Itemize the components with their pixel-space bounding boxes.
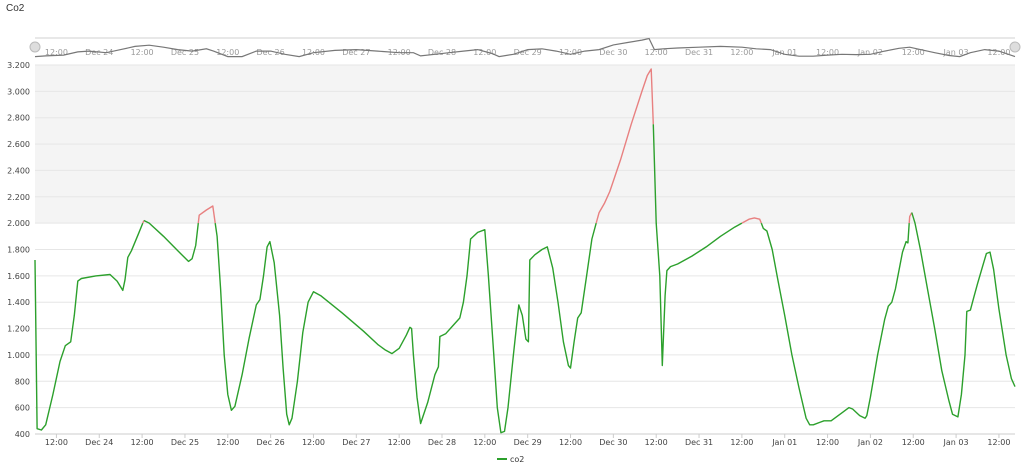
navigator-tick-label: 12:00 [559, 48, 582, 57]
series-line-high-segment [595, 68, 654, 224]
series-line-high-segment [908, 212, 913, 224]
navigator-tick-label: Dec 30 [599, 48, 627, 57]
x-tick-label: Jan 01 [771, 438, 797, 447]
series-line-segment [652, 124, 743, 367]
y-tick-label: 600 [15, 404, 30, 413]
chart-title: Co2 [6, 3, 25, 14]
navigator-tick-label: 12:00 [45, 48, 68, 57]
x-tick-label: Dec 24 [85, 438, 113, 447]
navigator-tick-label: 12:00 [645, 48, 668, 57]
x-tick-label: Dec 27 [342, 438, 370, 447]
x-tick-label: Dec 29 [514, 438, 542, 447]
x-tick-label: 12:00 [302, 438, 325, 447]
y-tick-label: 800 [15, 377, 30, 386]
series-co2 [34, 68, 1016, 434]
y-tick-label: 1.000 [7, 351, 30, 360]
series-line-segment [143, 219, 199, 263]
x-tick-label: 12:00 [645, 438, 668, 447]
navigator-right-handle[interactable] [1009, 41, 1021, 53]
y-tick-label: 3.200 [7, 61, 30, 70]
x-axis: 12:00 Dec 24 12:00 Dec 25 12:00 Dec 26 12:00 De… [45, 434, 1010, 447]
navigator-tick-label: 12:00 [816, 48, 839, 57]
navigator-tick-label: 12:00 [131, 48, 154, 57]
y-tick-label: 3.000 [7, 87, 30, 96]
navigator-left-handle[interactable] [29, 41, 41, 53]
x-tick-label: 12:00 [816, 438, 839, 447]
legend-label[interactable]: co2 [510, 455, 524, 464]
navigator-tick-label: Jan 01 [771, 48, 797, 57]
x-tick-label: 12:00 [473, 438, 496, 447]
y-tick-label: 2.400 [7, 166, 30, 175]
navigator-area: 12:00 Dec 24 12:00 Dec 25 12:00 Dec 26 12:00 De… [29, 37, 1021, 58]
series-line-segment [34, 222, 144, 431]
y-tick-label: 1.400 [7, 298, 30, 307]
navigator-tick-label: Dec 29 [514, 48, 542, 57]
series-line-segment [214, 222, 597, 434]
x-tick-label: 12:00 [902, 438, 925, 447]
y-tick-label: 1.600 [7, 272, 30, 281]
y-tick-label: 1.800 [7, 246, 30, 255]
navigator-tick-label: Dec 25 [171, 48, 199, 57]
y-axis: 400 600 800 1.000 1.200 1.400 1.600 1.800 2.000 2… [7, 61, 30, 439]
y-tick-label: 2.200 [7, 193, 30, 202]
x-tick-label: Jan 03 [943, 438, 969, 447]
x-tick-label: 12:00 [559, 438, 582, 447]
x-tick-label: 12:00 [45, 438, 68, 447]
navigator-tick-label: Jan 02 [857, 48, 883, 57]
navigator-tick-label: 12:00 [730, 48, 753, 57]
x-tick-label: 12:00 [131, 438, 154, 447]
navigator-tick-label: Dec 28 [428, 48, 456, 57]
navigator-tick-label: 12:00 [216, 48, 239, 57]
grid-lines [35, 64, 1015, 435]
legend: co2 [497, 455, 524, 464]
navigator-tick-label: Dec 26 [257, 48, 285, 57]
y-tick-label: 2.600 [7, 140, 30, 149]
x-tick-label: 12:00 [987, 438, 1010, 447]
x-tick-label: Jan 02 [857, 438, 883, 447]
series-line-high-segment [741, 217, 762, 224]
y-tick-label: 1.200 [7, 325, 30, 334]
y-tick-label: 2.800 [7, 114, 30, 123]
navigator-tick-label: Dec 27 [342, 48, 370, 57]
x-tick-label: 12:00 [216, 438, 239, 447]
x-tick-label: 12:00 [730, 438, 753, 447]
navigator-tick-label: Dec 31 [685, 48, 713, 57]
navigator-line [34, 37, 1016, 58]
series-line-segment [760, 222, 910, 426]
navigator-tick-label: Jan 03 [943, 48, 969, 57]
navigator-tick-label: 12:00 [902, 48, 925, 57]
navigator-tick-label: 12:00 [473, 48, 496, 57]
x-tick-label: Dec 26 [257, 438, 285, 447]
y-tick-label: 400 [15, 430, 30, 439]
navigator-tick-label: 12:00 [987, 48, 1010, 57]
y-tick-label: 2.000 [7, 219, 30, 228]
x-tick-label: 12:00 [388, 438, 411, 447]
series-line-high-segment [197, 205, 216, 224]
x-tick-label: Dec 28 [428, 438, 456, 447]
x-tick-label: Dec 31 [685, 438, 713, 447]
x-tick-label: Dec 30 [599, 438, 627, 447]
x-tick-label: Dec 25 [171, 438, 199, 447]
series-line-segment [911, 212, 1016, 418]
